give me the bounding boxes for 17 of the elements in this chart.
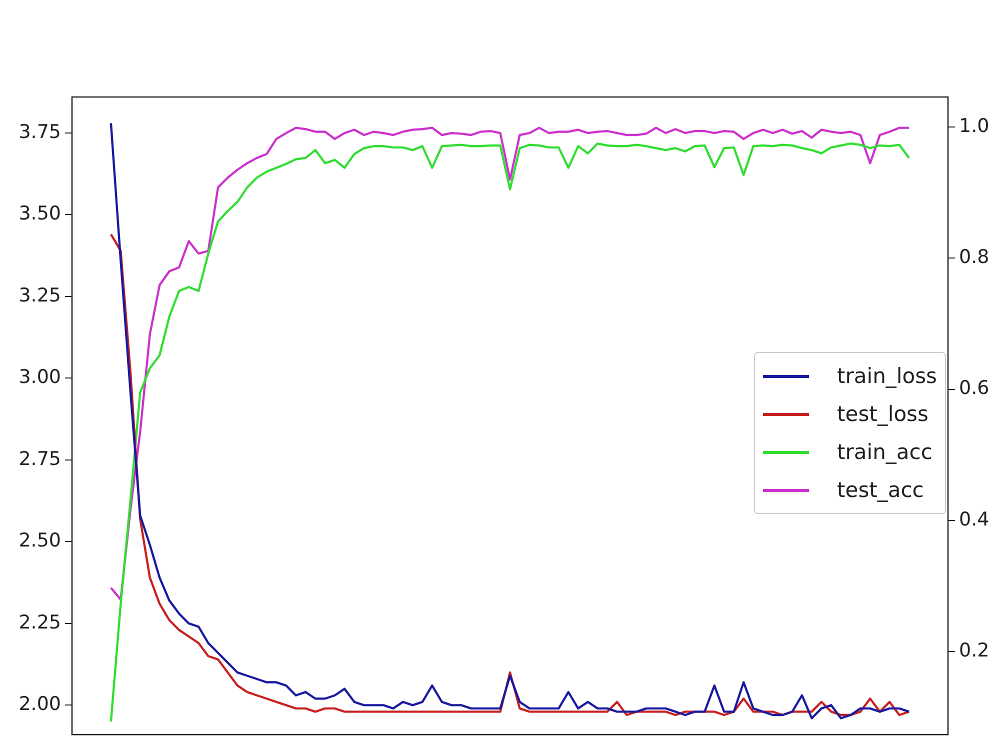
y-tick-label: 2.75 [18, 448, 61, 470]
y2-tick-label: 0.2 [959, 639, 990, 662]
y-tick-label: 3.50 [18, 202, 61, 225]
y-tick-label: 3.00 [18, 366, 61, 388]
legend-label: train_loss [837, 364, 937, 388]
legend-label: test_loss [837, 402, 928, 426]
y-tick-label: 3.75 [18, 120, 61, 143]
y2-tick-label: 0.6 [959, 377, 990, 400]
y-tick-label: 2.00 [18, 693, 61, 716]
y-tick-label: 2.50 [18, 530, 61, 552]
legend-label: test_acc [837, 478, 924, 502]
y2-tick-label: 1.0 [959, 115, 990, 138]
y2-tick-label: 0.4 [959, 508, 990, 530]
y2-tick-label: 0.8 [959, 246, 990, 268]
legend-label: train_acc [837, 440, 932, 464]
y-tick-label: 3.25 [18, 284, 61, 306]
y-tick-label: 2.25 [18, 611, 61, 634]
